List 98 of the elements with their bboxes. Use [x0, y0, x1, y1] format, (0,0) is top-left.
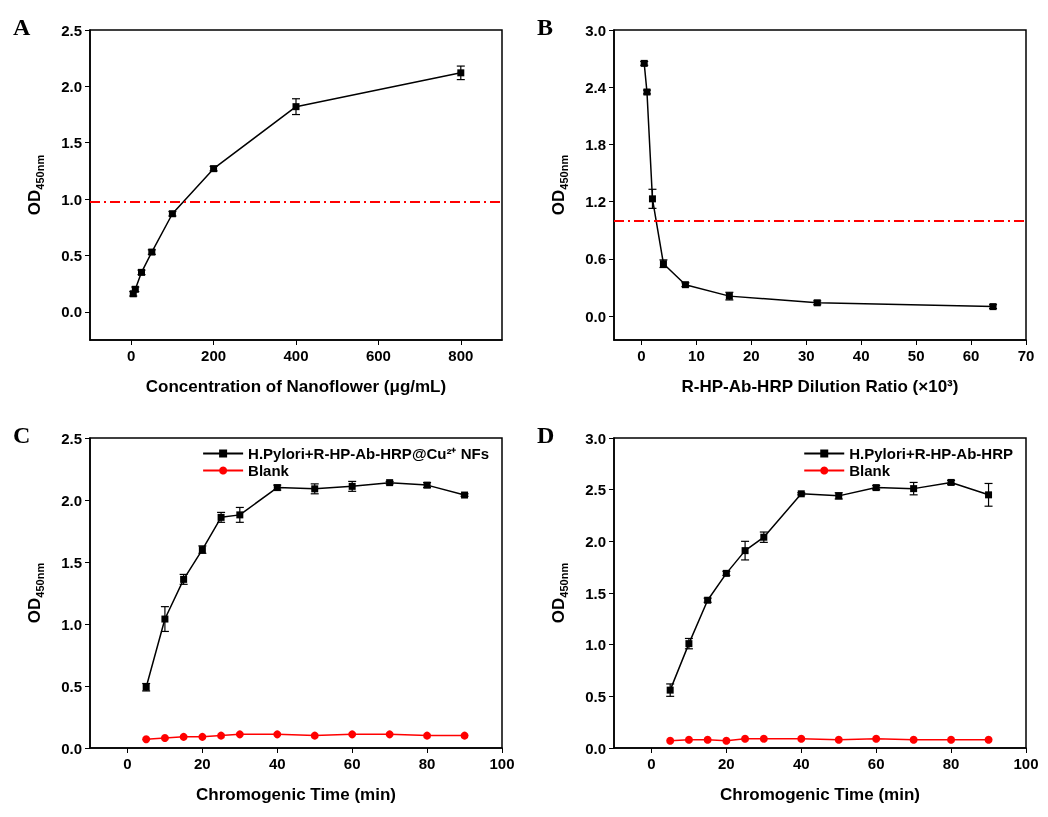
x-tick-label: 0 [127, 347, 136, 364]
x-tick-label: 20 [718, 755, 735, 772]
point [292, 103, 300, 111]
x-tick-label: 70 [1017, 347, 1035, 364]
point [198, 732, 207, 741]
y-tick-label: 2.5 [585, 481, 606, 499]
y-tick-label: 1.5 [61, 553, 82, 571]
point [160, 734, 169, 743]
point [161, 615, 169, 623]
y-tick-label: 2.0 [585, 532, 606, 550]
y-axis-title: OD450nm [549, 154, 570, 216]
x-tick-label: 800 [448, 347, 474, 364]
y-tick-label: 0.5 [585, 687, 606, 705]
y-tick-label: 0.5 [61, 246, 82, 264]
point [834, 735, 843, 744]
point [985, 491, 993, 499]
y-tick-label: 0.0 [585, 307, 606, 325]
x-axis-title: R-HP-Ab-HRP Dilution Ratio (×10³) [681, 377, 959, 396]
legend-label: H.Pylori+R-HP-Ab-HRP@Cu²⁺ NFs [248, 445, 490, 462]
point [741, 547, 749, 555]
point [310, 731, 319, 740]
x-tick-label: 20 [742, 347, 760, 364]
x-axis-title: Chromogenic Time (min) [196, 785, 396, 804]
point [142, 735, 151, 744]
point [423, 731, 432, 740]
x-axis-title: Chromogenic Time (min) [720, 785, 920, 804]
x-tick-label: 600 [365, 347, 391, 364]
x-tick-label: 400 [283, 347, 309, 364]
point [797, 734, 806, 743]
x-tick-label: 40 [792, 755, 810, 772]
chart-title: B [537, 14, 554, 40]
y-tick-label: 1.5 [585, 584, 606, 602]
y-tick-label: 1.0 [61, 190, 82, 208]
point [235, 730, 244, 739]
point [217, 731, 226, 740]
x-tick-label: 10 [688, 347, 705, 364]
y-tick-label: 1.0 [585, 636, 606, 654]
x-tick-label: 80 [942, 755, 960, 772]
point [684, 735, 693, 744]
y-tick-label: 3.0 [585, 429, 606, 447]
y-axis-title: OD450nm [25, 154, 46, 216]
legend-label: H.Pylori+R-HP-Ab-HRP [849, 445, 1013, 462]
x-tick-label: 100 [489, 755, 515, 772]
y-tick-label: 0.0 [61, 739, 82, 757]
point [273, 730, 282, 739]
y-tick-label: 2.0 [61, 491, 82, 509]
x-tick-label: 100 [1013, 755, 1039, 772]
y-tick-label: 2.5 [61, 21, 82, 39]
chart-title: A [13, 14, 31, 40]
x-tick-label: 0 [647, 755, 656, 772]
point [909, 735, 918, 744]
x-tick-label: 200 [201, 347, 227, 364]
x-tick-label: 20 [194, 755, 211, 772]
legend-label: Blank [849, 462, 891, 479]
point [460, 731, 469, 740]
point [703, 735, 712, 744]
x-tick-label: 60 [343, 755, 361, 772]
x-tick-label: 60 [962, 347, 980, 364]
y-tick-label: 1.0 [61, 615, 82, 633]
x-tick-label: 50 [907, 347, 925, 364]
point [910, 485, 918, 493]
y-tick-label: 0.0 [61, 303, 82, 321]
point [648, 195, 656, 203]
y-tick-label: 0.5 [61, 677, 82, 695]
y-tick-label: 1.2 [585, 193, 606, 211]
point [947, 735, 956, 744]
x-tick-label: 40 [268, 755, 286, 772]
point [348, 730, 357, 739]
point [759, 734, 768, 743]
y-tick-label: 0.6 [585, 250, 606, 268]
x-tick-label: 30 [797, 347, 815, 364]
x-tick-label: 0 [637, 347, 646, 364]
point [741, 734, 750, 743]
y-tick-label: 3.0 [585, 21, 606, 39]
y-tick-label: 2.0 [61, 77, 82, 95]
chart-title: D [537, 422, 555, 448]
y-tick-label: 1.5 [61, 134, 82, 152]
x-tick-label: 80 [418, 755, 436, 772]
x-tick-label: 40 [852, 347, 870, 364]
point [385, 730, 394, 739]
chart-title: C [13, 422, 31, 448]
legend-label: Blank [248, 462, 290, 479]
x-axis-title: Concentration of Nanoflower (μg/mL) [145, 377, 447, 396]
y-tick-label: 0.0 [585, 739, 606, 757]
point [457, 69, 465, 77]
point [872, 734, 881, 743]
point [179, 732, 188, 741]
point [984, 735, 993, 744]
y-axis-title: OD450nm [25, 562, 46, 624]
point [236, 511, 244, 519]
y-axis-title: OD450nm [549, 562, 570, 624]
point [722, 736, 731, 745]
point [666, 736, 675, 745]
y-tick-label: 1.8 [585, 135, 606, 153]
x-tick-label: 60 [867, 755, 885, 772]
y-tick-label: 2.4 [585, 78, 607, 96]
x-tick-label: 0 [123, 755, 132, 772]
y-tick-label: 2.5 [61, 429, 82, 447]
